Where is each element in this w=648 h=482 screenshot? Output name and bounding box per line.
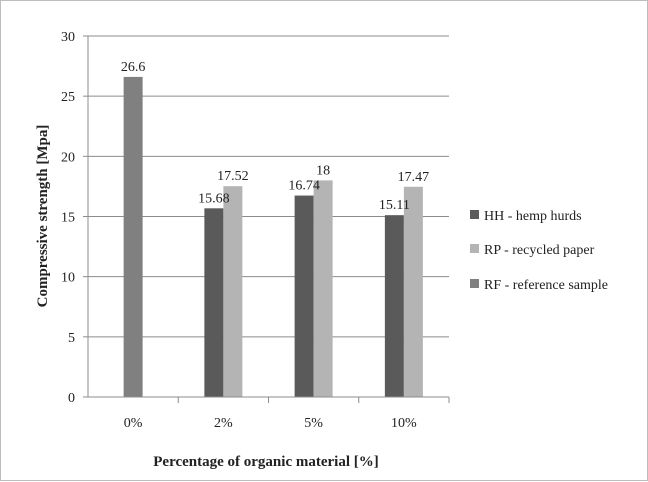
legend-label: HH - hemp hurds — [484, 209, 582, 224]
y-tick-label: 30 — [61, 30, 75, 45]
bar — [123, 76, 143, 397]
legend-label: RF - reference sample — [484, 278, 608, 293]
data-label: 26.6 — [121, 60, 146, 75]
bar — [204, 208, 224, 397]
y-tick-label: 20 — [61, 150, 75, 165]
legend: HH - hemp hurds RP - recycled paper RF - r… — [470, 209, 608, 293]
y-tick-label: 10 — [61, 271, 75, 286]
legend-swatch — [470, 210, 479, 219]
legend-swatch — [470, 279, 479, 288]
data-label: 15.11 — [379, 198, 410, 213]
y-axis-ticks: 0 5 10 15 20 25 30 — [61, 30, 88, 406]
y-tick-label: 15 — [61, 211, 75, 226]
y-tick-label: 25 — [61, 90, 75, 105]
y-axis-title: Compressive strength [Mpa] — [35, 125, 51, 308]
x-tick-label: 5% — [304, 416, 323, 431]
bar — [223, 186, 243, 397]
y-tick-label: 0 — [68, 391, 75, 406]
data-label: 17.52 — [217, 169, 249, 184]
bar — [403, 186, 423, 397]
x-tick-label: 0% — [124, 416, 143, 431]
legend-label: RP - recycled paper — [484, 243, 595, 258]
bars — [123, 76, 423, 397]
data-label: 17.47 — [398, 170, 430, 185]
legend-swatch — [470, 244, 479, 253]
data-label: 16.74 — [288, 179, 320, 194]
bar — [313, 180, 333, 397]
bar — [294, 195, 314, 397]
x-tick-label: 2% — [214, 416, 233, 431]
y-tick-label: 5 — [68, 331, 75, 346]
x-axis-ticks: 0% 2% 5% 10% — [124, 397, 450, 431]
x-tick-label: 10% — [391, 416, 417, 431]
data-label: 15.68 — [198, 191, 230, 206]
x-axis-title: Percentage of organic material [%] — [153, 454, 378, 470]
data-label: 18 — [316, 163, 330, 178]
bar — [384, 215, 404, 397]
